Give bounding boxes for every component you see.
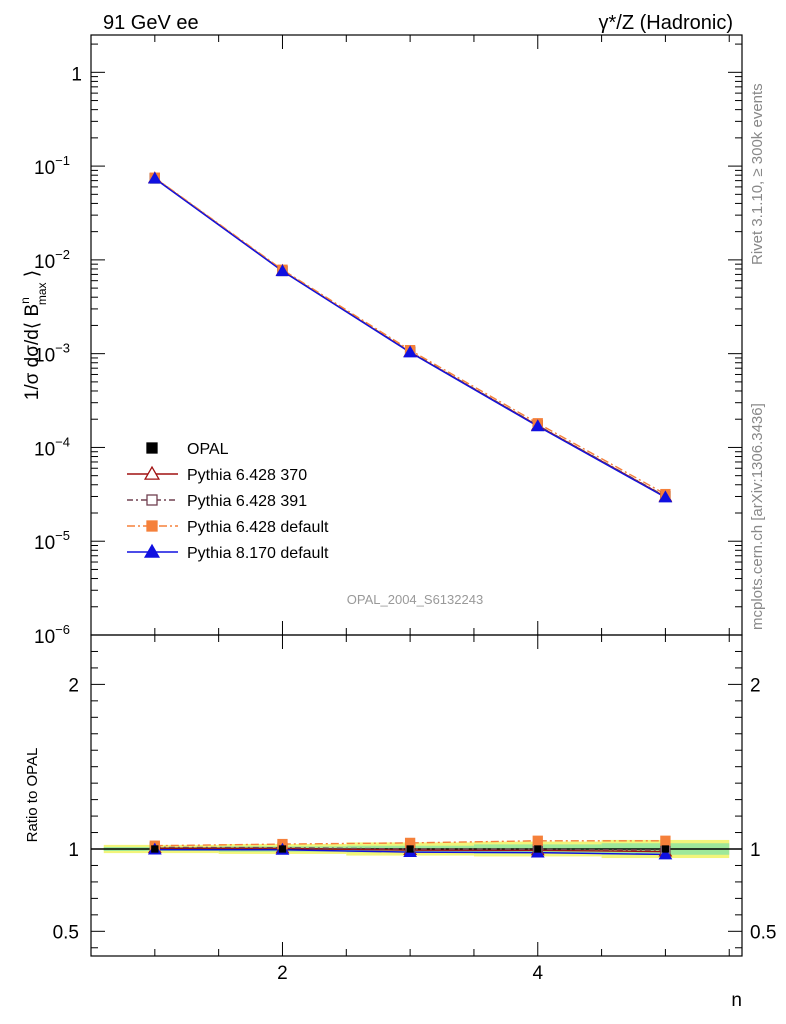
ratio-y-axis-label: Ratio to OPAL [24,748,41,843]
ratio-reference-point [534,845,542,853]
data-point [275,264,290,277]
ratio-line-2 [154,840,666,847]
data-point [147,171,162,184]
legend-label: Pythia 6.428 370 [187,467,307,484]
main-series-markers [147,171,673,503]
series-line-3 [154,177,666,495]
ratio-y-tick-label-left: 1 [68,840,79,861]
y-tick-label: 10−6 [34,622,70,648]
ratio-reference-point [406,845,414,853]
ratio-y-tick-label-right: 2 [750,675,761,696]
ratio-point [660,835,671,846]
rivet-label: Rivet 3.1.10, ≥ 300k events [749,83,766,265]
y-tick-label: 10−5 [34,528,70,554]
legend-marker [146,442,158,454]
main-y-ticks: 1 10−1 10−2 10−3 10−4 10−5 10−6 [34,35,742,648]
series-line-1 [154,177,666,498]
watermark: OPAL_2004_S6132243 [347,592,483,607]
legend: OPAL Pythia 6.428 370 Pythia 6.428 391 Pyth… [127,441,329,562]
y-tick-label: 1 [71,64,82,85]
header-left: 91 GeV ee [103,12,199,34]
main-y-axis-label: 1/σ dσ/d⟨ Bn max ⟩ [18,270,49,400]
header-right: γ*/Z (Hadronic) [599,12,733,34]
y-tick-label: 10−3 [34,341,70,367]
legend-marker [143,465,161,480]
ratio-series-markers [147,835,673,860]
ratio-y-tick-label-left: 2 [68,675,79,696]
main-panel: 1 10−1 10−2 10−3 10−4 10−5 10−6 OPAL_2004_S613… [18,34,743,648]
ratio-frame [90,634,743,957]
legend-label: Pythia 8.170 default [187,545,329,562]
ratio-point [658,847,673,860]
series-line-2 [154,177,666,497]
ratio-y-tick-label-left: 0.5 [53,922,79,943]
series-line-4 [154,178,666,499]
x-tick-label: 4 [532,963,543,984]
ratio-point [532,835,543,846]
data-point [403,345,417,358]
legend-marker [146,520,158,532]
data-point [530,419,545,432]
legend-marker [146,494,158,506]
main-series-lines [154,177,666,499]
ratio-reference-point [661,845,670,853]
y-tick-label: 10−1 [34,153,70,179]
x-tick-label: 2 [277,963,288,984]
data-point [658,490,673,503]
ratio-reference-point [278,845,287,853]
mcplots-label: mcplots.cern.ch [arXiv:1306.3436] [749,403,766,630]
x-axis-label: n [731,990,742,1011]
y-tick-label: 10−2 [34,247,70,273]
ratio-panel: 0.5 0.5 1 1 2 2 2 4 Ratio to OPAL n [24,634,776,1011]
legend-label: Pythia 6.428 391 [187,493,307,510]
ratio-y-tick-label-right: 0.5 [750,922,776,943]
ratio-axis-ticks: 0.5 0.5 1 1 2 2 2 4 [53,635,776,984]
legend-label: OPAL [187,441,229,458]
ratio-reference-point [151,845,159,853]
y-tick-label: 10−4 [34,434,70,460]
legend-label: Pythia 6.428 default [187,519,329,536]
legend-marker [143,543,161,558]
ratio-y-tick-label-right: 1 [750,840,761,861]
